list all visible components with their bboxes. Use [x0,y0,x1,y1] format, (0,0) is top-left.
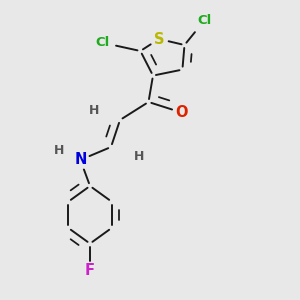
Text: O: O [175,105,188,120]
Text: S: S [154,32,164,46]
Text: Cl: Cl [95,36,109,49]
Text: F: F [85,263,95,278]
Text: Cl: Cl [197,14,211,28]
Text: H: H [89,104,99,118]
Text: H: H [134,150,144,163]
Text: H: H [54,143,64,157]
Text: N: N [74,152,87,167]
